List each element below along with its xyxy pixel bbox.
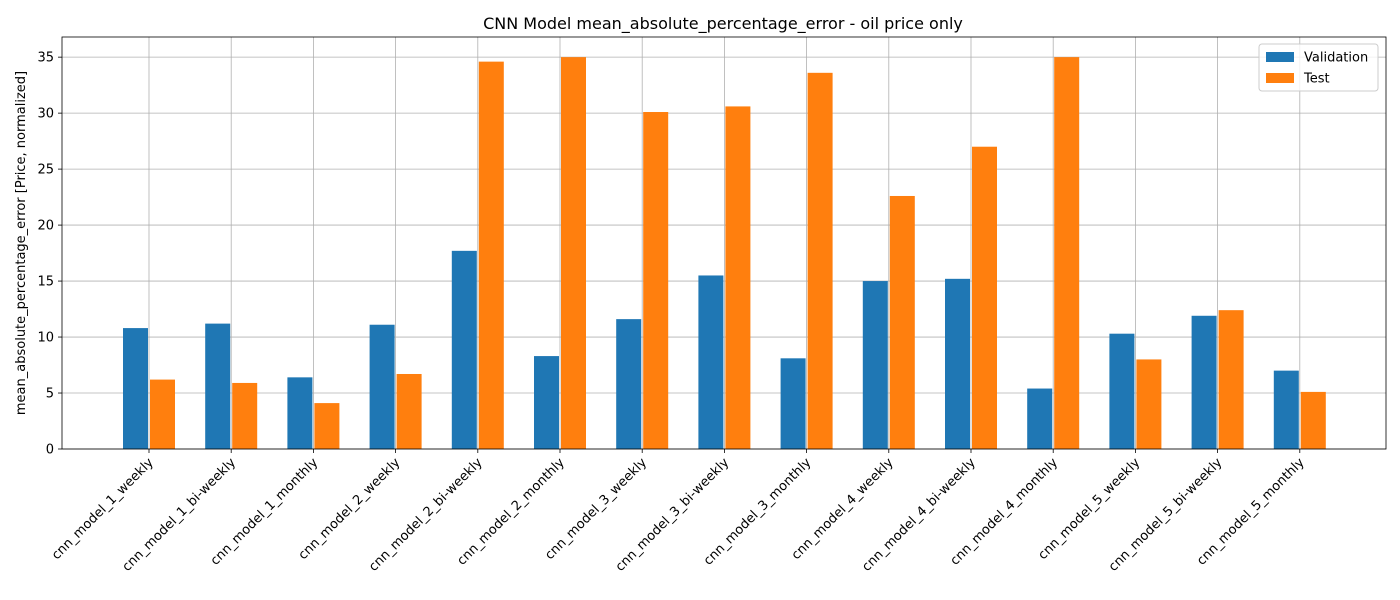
bar-test-cnn_model_2_bi-weekly	[478, 61, 504, 450]
grid-lines	[62, 37, 1386, 450]
bar-test-cnn_model_4_weekly	[889, 195, 915, 449]
bar-validation-cnn_model_5_monthly	[1273, 370, 1299, 449]
bar-validation-cnn_model_4_weekly	[862, 281, 888, 449]
bar-validation-cnn_model_5_weekly	[1109, 333, 1135, 449]
bar-test-cnn_model_5_monthly	[1300, 391, 1326, 449]
bar-validation-cnn_model_4_monthly	[1027, 388, 1053, 449]
bar-validation-cnn_model_3_monthly	[780, 358, 806, 449]
bar-validation-cnn_model_1_bi-weekly	[205, 323, 231, 449]
y-tick-label-7: 35	[37, 51, 54, 66]
bar-validation-cnn_model_5_bi-weekly	[1191, 315, 1217, 449]
legend-label-test: Test	[1303, 72, 1330, 87]
y-tick-label-5: 25	[37, 163, 54, 178]
bar-validation-cnn_model_3_bi-weekly	[698, 275, 724, 449]
bars	[123, 57, 1326, 450]
bar-test-cnn_model_2_monthly	[561, 57, 586, 450]
bar-validation-cnn_model_2_monthly	[534, 356, 559, 449]
legend-label-validation: Validation	[1304, 51, 1368, 66]
axis-ticks: 05101520253035cnn_model_1_weeklycnn_mode…	[37, 51, 1307, 575]
bar-validation-cnn_model_2_weekly	[369, 324, 395, 449]
legend-swatch-test	[1266, 73, 1294, 83]
bar-test-cnn_model_3_bi-weekly	[725, 106, 751, 450]
bar-validation-cnn_model_4_bi-weekly	[945, 278, 970, 449]
y-axis-label: mean_absolute_percentage_error [Price, n…	[14, 71, 29, 415]
bar-validation-cnn_model_3_weekly	[616, 319, 642, 449]
bar-test-cnn_model_4_monthly	[1054, 57, 1080, 450]
bar-validation-cnn_model_2_bi-weekly	[451, 250, 477, 449]
y-tick-label-2: 10	[37, 331, 54, 346]
chart-title: CNN Model mean_absolute_percentage_error…	[483, 14, 963, 34]
bar-test-cnn_model_2_weekly	[396, 373, 422, 449]
legend: Validation Test	[1258, 43, 1379, 92]
bar-test-cnn_model_1_bi-weekly	[232, 382, 258, 449]
bar-test-cnn_model_3_monthly	[807, 72, 833, 450]
bar-validation-cnn_model_1_monthly	[287, 377, 313, 449]
bar-validation-cnn_model_1_weekly	[123, 328, 148, 449]
bar-test-cnn_model_1_weekly	[150, 379, 175, 449]
y-tick-label-3: 15	[37, 275, 54, 290]
legend-swatch-validation	[1266, 52, 1294, 62]
bar-test-cnn_model_3_weekly	[643, 112, 669, 450]
y-tick-label-4: 20	[37, 219, 54, 234]
bar-test-cnn_model_1_monthly	[314, 403, 340, 449]
bar-test-cnn_model_5_bi-weekly	[1218, 310, 1244, 449]
y-tick-label-6: 30	[37, 107, 54, 122]
bar-test-cnn_model_5_weekly	[1136, 359, 1162, 449]
y-tick-label-0: 0	[46, 443, 54, 458]
bar-test-cnn_model_4_bi-weekly	[972, 146, 997, 449]
y-tick-label-1: 5	[46, 387, 54, 402]
